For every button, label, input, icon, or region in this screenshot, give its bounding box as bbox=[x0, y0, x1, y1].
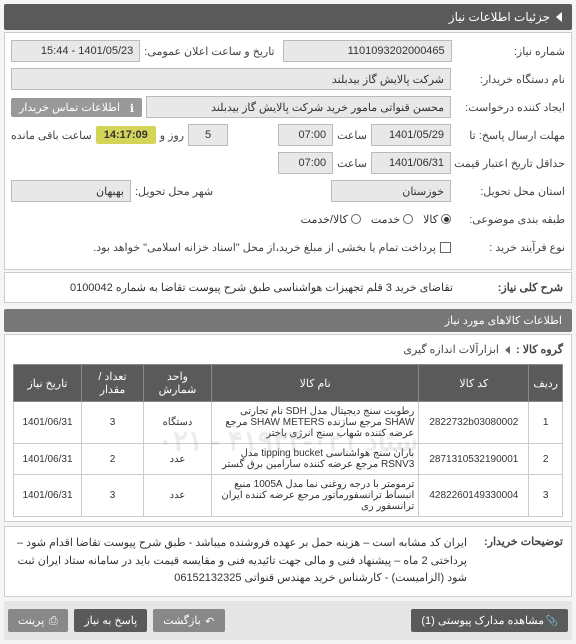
table-row[interactable]: 12822732b03080002رطوبت سنج دیجیتال مدل S… bbox=[14, 402, 563, 444]
table-row[interactable]: 34282260149330004ترمومتر با درجه روغنی ن… bbox=[14, 475, 563, 517]
info-icon: ℹ bbox=[124, 102, 134, 112]
items-panel: گروه کالا : ابزارآلات اندازه گیری ستاد ۰… bbox=[4, 334, 572, 522]
table-cell: رطوبت سنج دیجیتال مدل SDH نام تجارتی SHA… bbox=[212, 402, 419, 444]
table-cell: 4282260149330004 bbox=[419, 475, 529, 517]
valid-time-field[interactable] bbox=[278, 152, 333, 174]
desc-text: تقاضای خرید 3 قلم تجهیزات هواشناسی طبق ش… bbox=[13, 281, 453, 294]
notes-label: توضیحات خریدار: bbox=[473, 535, 563, 588]
contact-badge[interactable]: ℹ اطلاعات تماس خریدار bbox=[11, 98, 142, 117]
notes-text: ایران کد مشابه است – هزینه حمل بر عهده ف… bbox=[13, 535, 467, 588]
table-cell: 3 bbox=[529, 475, 563, 517]
items-table: ردیفکد کالانام کالاواحد شمارشتعداد / مقد… bbox=[13, 364, 563, 517]
radio-khedmat[interactable]: خدمت bbox=[371, 213, 413, 226]
table-cell: باران سنج هواشناسی tipping bucket مدل RS… bbox=[212, 444, 419, 475]
print-button[interactable]: پرینت bbox=[8, 609, 68, 632]
table-header: واحد شمارش bbox=[144, 365, 212, 402]
description-panel: شرح کلی نیاز: تقاضای خرید 3 قلم تجهیزات … bbox=[4, 272, 572, 303]
table-cell: دستگاه bbox=[144, 402, 212, 444]
table-cell: 1 bbox=[529, 402, 563, 444]
table-cell: 1401/06/31 bbox=[14, 444, 82, 475]
process-text: پرداخت تمام یا بخشی از مبلغ خرید،از محل … bbox=[11, 241, 436, 254]
table-row[interactable]: 22871310532190001باران سنج هواشناسی tipp… bbox=[14, 444, 563, 475]
table-cell: 3 bbox=[82, 475, 144, 517]
notes-panel: توضیحات خریدار: ایران کد مشابه است – هزی… bbox=[4, 526, 572, 597]
valid-label: حداقل تاریخ اعتبار قیمت تا تاریخ: bbox=[455, 157, 565, 170]
chevron-icon bbox=[505, 346, 510, 354]
days-field[interactable] bbox=[188, 124, 228, 146]
remain-label: ساعت باقی مانده bbox=[11, 129, 92, 142]
table-cell: ترمومتر با درجه روغنی نما مدل 1005A منبع… bbox=[212, 475, 419, 517]
chevron-icon bbox=[556, 12, 562, 22]
table-cell: 1401/06/31 bbox=[14, 475, 82, 517]
radio-kala[interactable]: کالا bbox=[423, 213, 451, 226]
table-cell: عدد bbox=[144, 475, 212, 517]
process-label: نوع فرآیند خرید : bbox=[455, 241, 565, 254]
need-no-field[interactable] bbox=[283, 40, 452, 62]
print-icon bbox=[48, 615, 58, 625]
deadline-time-field[interactable] bbox=[278, 124, 333, 146]
back-icon bbox=[205, 615, 215, 625]
table-cell: 2871310532190001 bbox=[419, 444, 529, 475]
buyer-name-label: نام دستگاه خریدار: bbox=[455, 73, 565, 86]
deadline-label: مهلت ارسال پاسخ: تا bbox=[455, 129, 565, 142]
province-label: استان محل تحویل: bbox=[455, 185, 565, 198]
table-cell: 1401/06/31 bbox=[14, 402, 82, 444]
group-label: گروه کالا : bbox=[516, 343, 563, 356]
reply-button[interactable]: پاسخ به نیاز bbox=[74, 609, 147, 632]
attachments-button[interactable]: مشاهده مدارک پیوستی (1) bbox=[411, 609, 568, 632]
valid-date-field[interactable] bbox=[371, 152, 451, 174]
table-header: کد کالا bbox=[419, 365, 529, 402]
requester-label: ایجاد کننده درخواست: bbox=[455, 101, 565, 114]
form-panel: شماره نیاز: تاریخ و ساعت اعلان عمومی: نا… bbox=[4, 32, 572, 270]
desc-label: شرح کلی نیاز: bbox=[453, 281, 563, 294]
radio-both[interactable]: کالا/خدمت bbox=[301, 213, 361, 226]
back-button[interactable]: بازگشت bbox=[153, 609, 225, 632]
time-label-2: ساعت bbox=[337, 157, 367, 170]
budget-label: طبقه بندی موضوعی: bbox=[455, 213, 565, 226]
table-header: ردیف bbox=[529, 365, 563, 402]
buyer-name-field[interactable] bbox=[11, 68, 451, 90]
day-label: روز و bbox=[160, 129, 184, 142]
province-field[interactable] bbox=[331, 180, 451, 202]
deadline-date-field[interactable] bbox=[371, 124, 451, 146]
footer-bar: مشاهده مدارک پیوستی (1) بازگشت پاسخ به ن… bbox=[4, 601, 572, 640]
city-label: شهر محل تحویل: bbox=[135, 185, 213, 198]
table-cell: 2 bbox=[529, 444, 563, 475]
table-header: نام کالا bbox=[212, 365, 419, 402]
page-header: جزئیات اطلاعات نیاز bbox=[4, 4, 572, 30]
budget-radio-group: کالا خدمت کالا/خدمت bbox=[301, 213, 451, 226]
countdown-badge: 14:17:09 bbox=[96, 126, 156, 144]
items-section-title: اطلاعات کالاهای مورد نیاز bbox=[4, 309, 572, 332]
city-field[interactable] bbox=[11, 180, 131, 202]
table-cell: 3 bbox=[82, 402, 144, 444]
time-label-1: ساعت bbox=[337, 129, 367, 142]
group-value: ابزارآلات اندازه گیری bbox=[403, 343, 499, 356]
announce-dt-field[interactable] bbox=[11, 40, 140, 62]
table-cell: عدد bbox=[144, 444, 212, 475]
requester-field[interactable] bbox=[146, 96, 451, 118]
page-title: جزئیات اطلاعات نیاز bbox=[449, 10, 550, 24]
process-checkbox[interactable] bbox=[440, 242, 451, 253]
announce-dt-label: تاریخ و ساعت اعلان عمومی: bbox=[144, 45, 274, 58]
attachment-icon bbox=[548, 615, 558, 625]
table-cell: 2 bbox=[82, 444, 144, 475]
need-no-label: شماره نیاز: bbox=[456, 45, 565, 58]
table-cell: 2822732b03080002 bbox=[419, 402, 529, 444]
table-header: تاریخ نیاز bbox=[14, 365, 82, 402]
table-header: تعداد / مقدار bbox=[82, 365, 144, 402]
